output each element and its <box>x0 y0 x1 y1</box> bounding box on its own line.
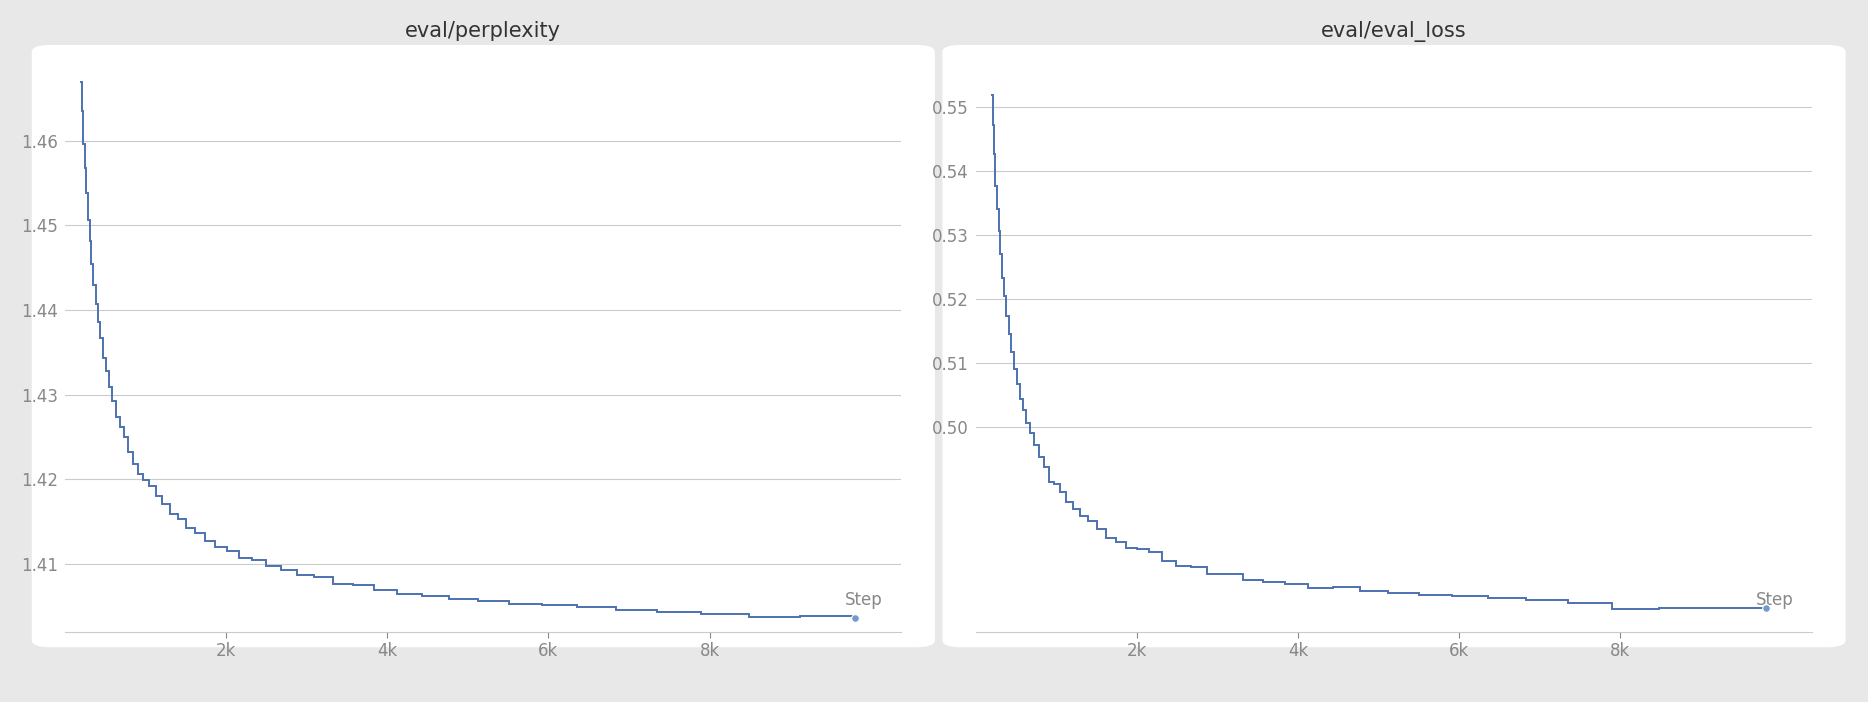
Text: Step: Step <box>844 591 884 609</box>
Title: eval/perplexity: eval/perplexity <box>405 21 562 41</box>
Text: Step: Step <box>1756 591 1793 609</box>
Title: eval/eval_loss: eval/eval_loss <box>1321 21 1466 41</box>
